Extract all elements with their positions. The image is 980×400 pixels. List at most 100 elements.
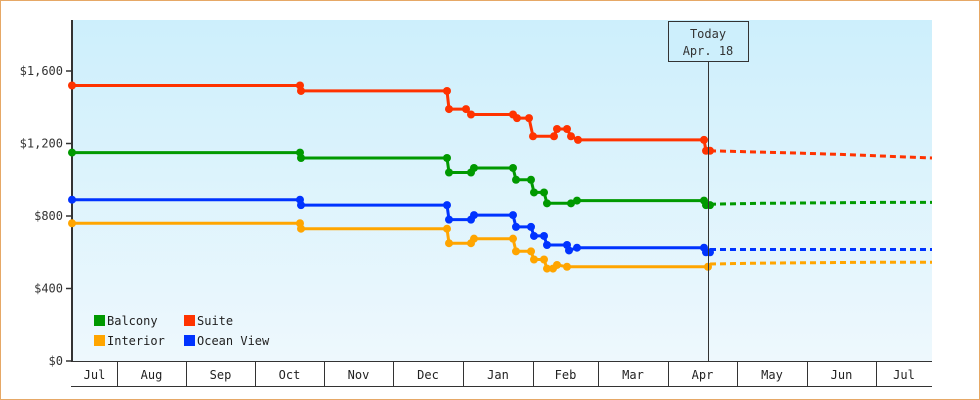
data-point[interactable] bbox=[68, 219, 76, 228]
data-point[interactable] bbox=[470, 234, 478, 243]
data-point[interactable] bbox=[512, 222, 520, 231]
data-point[interactable] bbox=[527, 175, 535, 184]
data-point[interactable] bbox=[543, 199, 551, 208]
month-label: Nov bbox=[348, 368, 370, 382]
data-point[interactable] bbox=[540, 231, 548, 240]
month-label: Dec bbox=[417, 368, 439, 382]
data-point[interactable] bbox=[470, 211, 478, 220]
data-point[interactable] bbox=[706, 146, 714, 155]
y-tick-label: $1,200 bbox=[20, 137, 63, 151]
month-label: Apr bbox=[692, 368, 714, 382]
legend: Balcony Suite Interior Ocean View bbox=[94, 314, 270, 348]
data-point[interactable] bbox=[443, 224, 451, 233]
data-point[interactable] bbox=[553, 125, 561, 133]
data-point[interactable] bbox=[509, 163, 517, 172]
data-point[interactable] bbox=[563, 262, 571, 271]
data-point[interactable] bbox=[297, 86, 305, 95]
legend-swatch-icon bbox=[184, 315, 195, 326]
data-point[interactable] bbox=[443, 154, 451, 162]
data-point[interactable] bbox=[509, 211, 517, 220]
series-lines bbox=[68, 81, 933, 273]
legend-label: Ocean View bbox=[197, 334, 270, 348]
data-point[interactable] bbox=[297, 201, 305, 210]
month-label: Jul bbox=[893, 368, 915, 382]
legend-label: Balcony bbox=[107, 314, 158, 328]
data-point[interactable] bbox=[525, 114, 533, 123]
data-point[interactable] bbox=[573, 196, 581, 205]
y-tick-label: $400 bbox=[34, 282, 63, 296]
data-point[interactable] bbox=[68, 81, 76, 90]
month-label: Feb bbox=[555, 368, 577, 382]
data-point[interactable] bbox=[445, 215, 453, 224]
data-point[interactable] bbox=[470, 163, 478, 172]
data-point[interactable] bbox=[706, 248, 714, 257]
legend-swatch-icon bbox=[94, 315, 105, 326]
forecast-line bbox=[709, 200, 932, 206]
month-label: Aug bbox=[141, 368, 163, 382]
legend-item-ocean-view[interactable]: Ocean View bbox=[184, 334, 270, 348]
y-tick-label: $800 bbox=[34, 209, 63, 223]
data-point[interactable] bbox=[443, 86, 451, 95]
data-point[interactable] bbox=[467, 110, 475, 119]
data-point[interactable] bbox=[509, 234, 517, 243]
data-point[interactable] bbox=[68, 195, 76, 204]
month-label: May bbox=[761, 368, 783, 382]
data-point[interactable] bbox=[574, 135, 582, 144]
data-point[interactable] bbox=[700, 135, 708, 144]
data-point[interactable] bbox=[68, 148, 76, 157]
data-point[interactable] bbox=[565, 246, 573, 255]
data-point[interactable] bbox=[706, 201, 714, 210]
legend-item-balcony[interactable]: Balcony bbox=[94, 314, 158, 328]
data-point[interactable] bbox=[540, 255, 548, 264]
data-point[interactable] bbox=[543, 264, 551, 273]
data-point[interactable] bbox=[513, 114, 521, 123]
data-point[interactable] bbox=[567, 132, 575, 141]
month-label: Jun bbox=[831, 368, 853, 382]
y-tick-label: $0 bbox=[49, 354, 63, 368]
month-label: Oct bbox=[279, 368, 301, 382]
legend-swatch-icon bbox=[94, 335, 105, 346]
data-point[interactable] bbox=[527, 247, 535, 256]
data-point[interactable] bbox=[530, 231, 538, 240]
data-point[interactable] bbox=[530, 188, 538, 197]
legend-item-interior[interactable]: Interior bbox=[94, 334, 165, 348]
today-date: Apr. 18 bbox=[683, 44, 734, 58]
forecast-line bbox=[709, 260, 932, 266]
month-label: Jan bbox=[487, 368, 509, 382]
x-axis: Jul Aug Sep Oct Nov Dec Jan Feb Mar Apr May Jun Jul bbox=[71, 361, 932, 387]
data-point[interactable] bbox=[529, 132, 537, 141]
y-axis: $0 $400 $800 $1,200 $1,600 bbox=[20, 20, 73, 368]
data-point[interactable] bbox=[297, 154, 305, 162]
data-point[interactable] bbox=[543, 241, 551, 249]
legend-item-suite[interactable]: Suite bbox=[184, 314, 233, 328]
legend-label: Interior bbox=[107, 334, 165, 348]
data-point[interactable] bbox=[563, 125, 571, 133]
forecast-line bbox=[709, 149, 933, 160]
data-point[interactable] bbox=[462, 105, 470, 114]
plot-area bbox=[72, 20, 932, 361]
data-point[interactable] bbox=[297, 224, 305, 233]
month-label: Sep bbox=[210, 368, 232, 382]
data-point[interactable] bbox=[540, 188, 548, 197]
month-label: Jul bbox=[84, 368, 106, 382]
data-point[interactable] bbox=[445, 105, 453, 114]
today-marker: Today Apr. 18 bbox=[668, 21, 749, 361]
data-point[interactable] bbox=[553, 260, 561, 269]
data-point[interactable] bbox=[550, 132, 558, 141]
y-tick-label: $1,600 bbox=[20, 64, 63, 78]
legend-label: Suite bbox=[197, 314, 233, 328]
data-point[interactable] bbox=[512, 247, 520, 256]
legend-swatch-icon bbox=[184, 335, 195, 346]
data-point[interactable] bbox=[445, 239, 453, 248]
today-label: Today bbox=[690, 27, 726, 41]
data-point[interactable] bbox=[512, 175, 520, 184]
data-point[interactable] bbox=[443, 201, 451, 210]
data-point[interactable] bbox=[530, 255, 538, 264]
data-point[interactable] bbox=[527, 222, 535, 231]
data-point[interactable] bbox=[573, 243, 581, 252]
data-point[interactable] bbox=[445, 168, 453, 177]
month-label: Mar bbox=[622, 368, 644, 382]
data-point[interactable] bbox=[567, 199, 575, 208]
